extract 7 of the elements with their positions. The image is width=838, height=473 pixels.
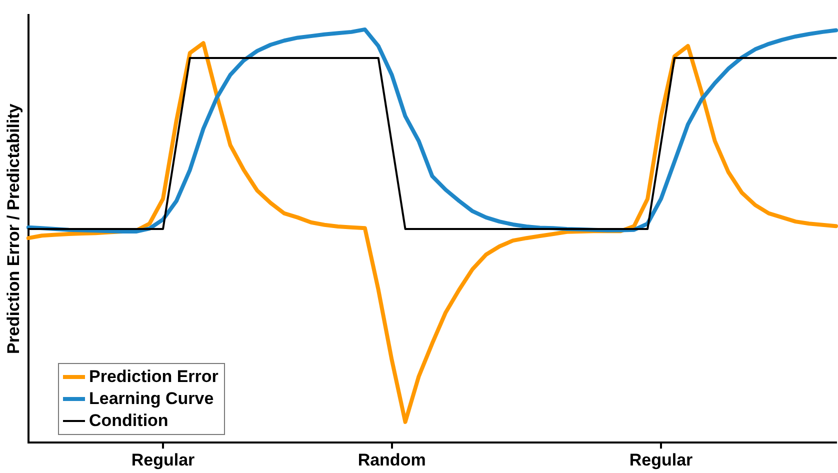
x-tick-label: Regular — [629, 450, 694, 470]
x-tick-label: Random — [358, 450, 426, 470]
legend-label: Prediction Error — [89, 366, 218, 388]
y-axis-title: Prediction Error / Predictability — [4, 103, 23, 354]
x-tick-label: Regular — [131, 450, 196, 470]
legend-label: Learning Curve — [89, 388, 214, 410]
legend-label: Condition — [89, 410, 168, 432]
